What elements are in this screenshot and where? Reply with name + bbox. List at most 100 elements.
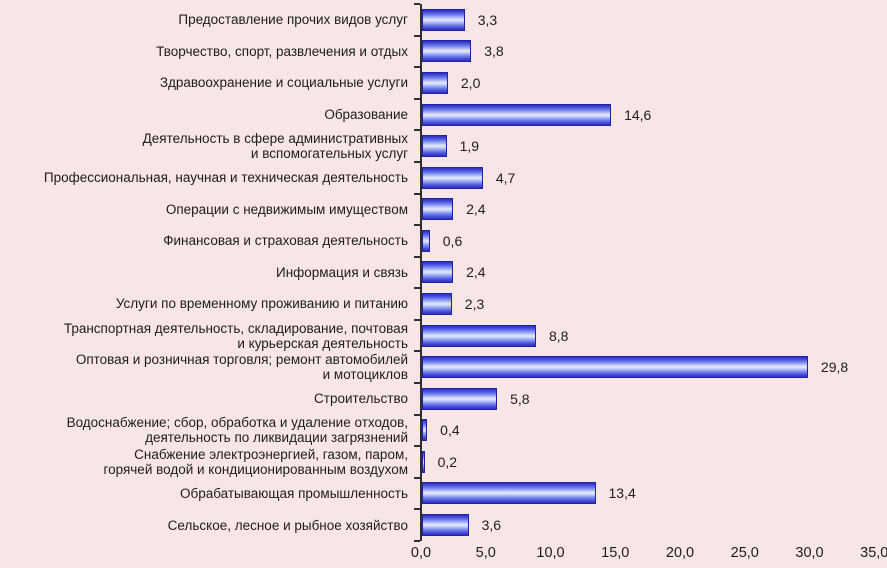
category-label-line: Творчество, спорт, развлечения и отдых: [156, 43, 408, 59]
y-tick: [414, 287, 420, 290]
bar-row: Транспортная деятельность, складирование…: [0, 320, 887, 352]
x-tick-label: 20,0: [665, 545, 695, 561]
plot-cell: 2,0: [422, 71, 887, 94]
plot-cell: 4,7: [422, 166, 887, 189]
category-label: Снабжение электроэнергией, газом, паром,…: [0, 447, 408, 477]
category-label: Сельское, лесное и рыбное хозяйство: [0, 518, 408, 533]
y-tick: [414, 255, 420, 258]
y-tick: [414, 224, 420, 227]
plot-cell: 0,2: [422, 450, 887, 473]
y-tick: [414, 350, 420, 353]
value-label: 2,4: [466, 264, 486, 281]
plot-cell: 2,4: [422, 261, 887, 284]
category-label-line: Профессиональная, научная и техническая …: [43, 170, 408, 186]
bar: [422, 166, 483, 189]
category-label-line: Оптовая и розничная торговля; ремонт авт…: [75, 352, 408, 368]
bar: [422, 229, 430, 252]
plot-cell: 14,6: [422, 103, 887, 126]
plot-cell: 3,3: [422, 8, 887, 31]
category-label: Предоставление прочих видов услуг: [0, 12, 408, 27]
bar-row: Сельское, лесное и рыбное хозяйство 3,6: [0, 509, 887, 541]
category-label: Операции с недвижимым имуществом: [0, 202, 408, 217]
y-tick: [414, 318, 420, 321]
plot-cell: 0,6: [422, 229, 887, 252]
bar-row: Здравоохранение и социальные услуги 2,0: [0, 67, 887, 99]
category-label-line: Транспортная деятельность, складирование…: [63, 320, 408, 336]
bar: [422, 514, 469, 537]
y-tick: [414, 160, 420, 163]
category-label-line: Финансовая и страховая деятельность: [163, 233, 408, 249]
y-tick: [414, 129, 420, 132]
value-label: 0,6: [442, 232, 463, 249]
y-tick: [414, 413, 420, 416]
x-tick-label: 0,0: [410, 545, 432, 561]
category-label-line: Обрабатывающая промышленность: [179, 485, 408, 501]
bar: [422, 450, 425, 473]
plot-cell: 8,8: [422, 324, 887, 347]
bar: [422, 103, 612, 126]
value-label: 2,3: [464, 295, 485, 312]
bar-row: Обрабатывающая промышленность 13,4: [0, 478, 887, 510]
y-tick: [414, 97, 420, 100]
category-label-line: Образование: [324, 107, 408, 123]
category-label: Образование: [0, 107, 408, 122]
category-label-line: деятельность по ликвидации загрязнений: [145, 430, 408, 446]
value-label: 0,2: [437, 453, 458, 470]
category-label-line: Здравоохранение и социальные услуги: [159, 75, 408, 91]
y-axis-line: [420, 4, 422, 541]
value-label: 1,9: [459, 138, 480, 155]
category-label-line: Строительство: [314, 391, 408, 407]
bar-row: Образование 14,6: [0, 99, 887, 131]
x-tick-label: 10,0: [536, 545, 565, 561]
category-label-line: и вспомогательных услуг: [250, 146, 408, 162]
value-label: 2,0: [460, 74, 481, 91]
y-tick: [414, 540, 420, 542]
category-label: Творчество, спорт, развлечения и отдых: [0, 44, 408, 59]
category-label-line: и мотоциклов: [322, 367, 408, 383]
y-tick: [414, 445, 420, 448]
bar-row: Творчество, спорт, развлечения и отдых 3,…: [0, 36, 887, 68]
category-label-line: и курьерская деятельность: [237, 335, 408, 351]
bar-row: Информация и связь 2,4: [0, 257, 887, 289]
category-label-line: Снабжение электроэнергией, газом, паром,: [134, 446, 408, 462]
bar-row: Операции с недвижимым имуществом 2,4: [0, 193, 887, 225]
bar: [422, 482, 596, 505]
bar: [422, 8, 465, 31]
value-label: 3,3: [477, 11, 498, 28]
x-tick-label: 15,0: [601, 545, 630, 561]
x-tick-label: 25,0: [730, 545, 759, 561]
plot-cell: 3,8: [422, 40, 887, 63]
bar-row: Деятельность в сфере административных и в…: [0, 130, 887, 162]
y-tick: [414, 3, 420, 5]
category-label: Транспортная деятельность, складирование…: [0, 321, 408, 351]
category-label: Информация и связь: [0, 265, 408, 280]
plot-cell: 2,4: [422, 198, 887, 221]
bar-row: Услуги по временному проживанию и питани…: [0, 288, 887, 320]
category-label-line: Водоснабжение; сбор, обработка и удалени…: [66, 415, 408, 431]
value-label: 14,6: [624, 106, 652, 123]
value-label: 13,4: [608, 485, 636, 502]
value-label: 4,7: [495, 169, 516, 186]
bar: [422, 292, 452, 315]
category-label-line: Услуги по временному проживанию и питани…: [115, 296, 408, 312]
x-tick-label: 35,0: [860, 545, 887, 561]
bar-row: Строительство 5,8: [0, 383, 887, 415]
plot-cell: 0,4: [422, 419, 887, 442]
bar: [422, 198, 454, 221]
plot-cell: 2,3: [422, 292, 887, 315]
y-tick: [414, 382, 420, 385]
value-label: 29,8: [820, 359, 849, 376]
bar: [422, 71, 448, 94]
bar: [422, 356, 808, 379]
category-label: Обрабатывающая промышленность: [0, 486, 408, 501]
value-label: 2,4: [466, 201, 486, 218]
bar-row: Водоснабжение; сбор, обработка и удалени…: [0, 415, 887, 447]
chart-rows: Предоставление прочих видов услуг 3,3 Твор…: [0, 4, 887, 541]
category-label: Услуги по временному проживанию и питани…: [0, 296, 408, 311]
bar-row: Снабжение электроэнергией, газом, паром,…: [0, 446, 887, 478]
x-axis-labels: 0,0 5,0 10,0 15,0 20,0 25,0 30,0 35,0: [0, 545, 887, 565]
bar: [422, 135, 447, 158]
plot-cell: 3,6: [422, 514, 887, 537]
category-label: Строительство: [0, 391, 408, 406]
